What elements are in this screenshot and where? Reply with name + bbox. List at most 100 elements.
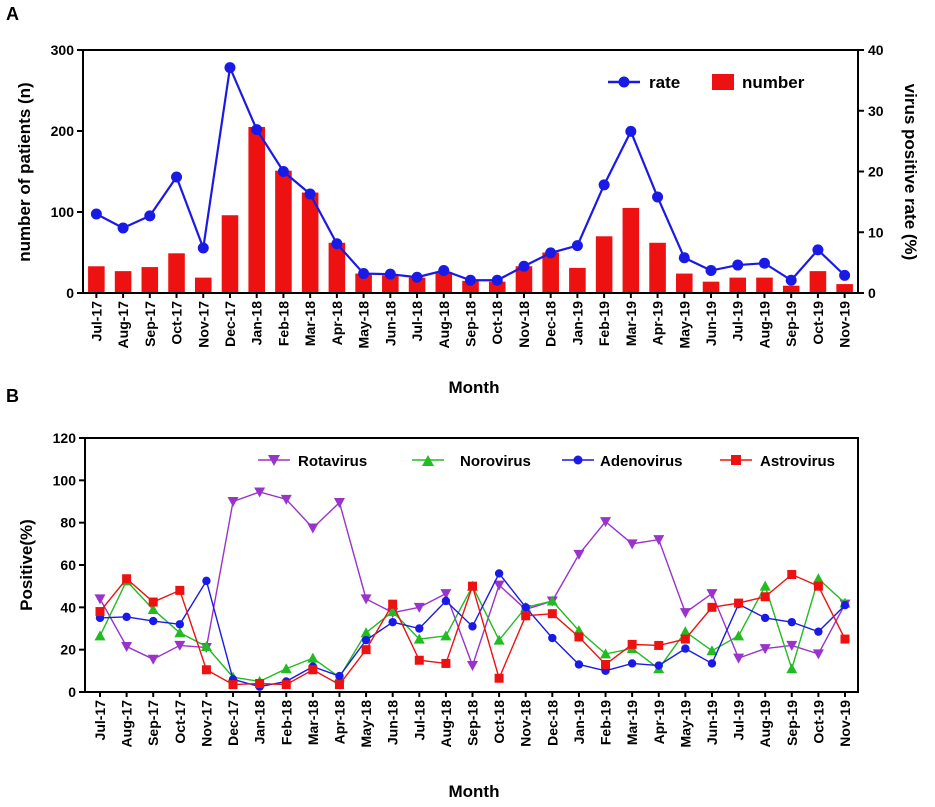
norovirus-point-Jul-19 xyxy=(733,630,744,640)
a-x-tick-label-Mar-18: Mar-18 xyxy=(302,301,318,346)
adenovirus-point-Nov-18 xyxy=(522,603,530,611)
a-right-tick-label: 10 xyxy=(868,224,884,240)
legend-rotavirus: Rotavirus xyxy=(258,453,367,470)
norovirus-point-May-18 xyxy=(361,627,372,637)
rotavirus-point-Mar-18 xyxy=(307,523,318,533)
b-x-tick-label-Jun-18: Jun-18 xyxy=(385,700,401,745)
bar-number-Jan-19 xyxy=(569,268,586,293)
rate-point-Oct-17 xyxy=(171,171,182,182)
a-x-tick-label-Apr-19: Apr-19 xyxy=(650,301,666,346)
legend-adenovirus-label: Adenovirus xyxy=(600,453,683,470)
adenovirus-point-Sep-19 xyxy=(788,618,796,626)
a-left-tick-label: 200 xyxy=(51,123,75,139)
astrovirus-point-Jul-18 xyxy=(415,656,424,665)
legend-rate-label: rate xyxy=(649,73,680,92)
astrovirus-point-Aug-17 xyxy=(122,574,131,583)
rate-point-Sep-18 xyxy=(465,275,476,286)
rate-point-Jul-18 xyxy=(412,272,423,283)
rotavirus-point-Jun-19 xyxy=(706,589,717,599)
a-left-tick-label: 100 xyxy=(51,204,75,220)
rotavirus-point-Mar-19 xyxy=(627,539,638,549)
adenovirus-point-May-19 xyxy=(681,644,689,652)
rotavirus-point-May-18 xyxy=(361,594,372,604)
rotavirus-point-Aug-17 xyxy=(121,642,132,652)
rate-point-May-19 xyxy=(679,252,690,263)
a-right-tick-label: 0 xyxy=(868,285,876,301)
rate-point-Nov-18 xyxy=(518,261,529,272)
astrovirus-point-Sep-19 xyxy=(787,570,796,579)
a-x-tick-label-Aug-18: Aug-18 xyxy=(436,301,452,349)
norovirus-point-Mar-18 xyxy=(307,653,318,663)
legend-astrovirus-label: Astrovirus xyxy=(760,453,835,470)
panel-a-x-axis-title: Month xyxy=(449,378,500,397)
legend-adenovirus-marker xyxy=(574,456,583,465)
adenovirus-point-Jun-19 xyxy=(708,659,716,667)
b-x-tick-label-Feb-19: Feb-19 xyxy=(598,700,614,745)
rate-point-Jul-19 xyxy=(732,260,743,271)
panel-a-left-axis-title: number of patients (n) xyxy=(15,82,34,261)
astrovirus-point-Oct-17 xyxy=(175,586,184,595)
b-x-tick-label-Nov-17: Nov-17 xyxy=(198,700,214,747)
adenovirus-point-May-18 xyxy=(362,636,370,644)
adenovirus-point-Oct-17 xyxy=(176,620,184,628)
astrovirus-point-Apr-18 xyxy=(335,680,344,689)
norovirus-point-Sep-19 xyxy=(786,663,797,673)
a-right-tick-label: 30 xyxy=(868,103,884,119)
rate-point-Nov-17 xyxy=(198,243,209,254)
rate-point-Jul-17 xyxy=(91,209,102,220)
panel-b-y-axis-title: Positive(%) xyxy=(17,519,36,611)
b-x-tick-label-Sep-17: Sep-17 xyxy=(145,700,161,746)
adenovirus-point-Sep-18 xyxy=(468,622,476,630)
bar-number-Aug-17 xyxy=(115,271,132,293)
a-x-tick-label-Dec-18: Dec-18 xyxy=(543,301,559,347)
astrovirus-point-Nov-17 xyxy=(202,665,211,674)
bar-number-Mar-19 xyxy=(623,208,640,293)
a-x-tick-label-Jul-18: Jul-18 xyxy=(409,301,425,342)
b-x-tick-label-Jul-17: Jul-17 xyxy=(92,700,108,741)
b-x-tick-label-Jun-19: Jun-19 xyxy=(704,700,720,745)
a-x-tick-label-May-19: May-19 xyxy=(676,301,692,349)
adenovirus-point-Jan-19 xyxy=(575,660,583,668)
rate-point-Jan-19 xyxy=(572,240,583,251)
panel-b-x-axis-title: Month xyxy=(449,782,500,801)
a-x-tick-label-Sep-19: Sep-19 xyxy=(783,301,799,347)
bar-number-May-19 xyxy=(676,274,693,293)
panel-b-lines xyxy=(95,487,851,690)
adenovirus-point-Aug-18 xyxy=(442,597,450,605)
astrovirus-point-Dec-18 xyxy=(548,609,557,618)
legend-number-swatch xyxy=(712,74,734,90)
b-y-tick-label: 120 xyxy=(53,430,77,446)
adenovirus-point-Jul-18 xyxy=(415,624,423,632)
bar-number-Oct-19 xyxy=(810,271,827,293)
bar-number-Aug-19 xyxy=(756,278,773,293)
rotavirus-point-Aug-19 xyxy=(760,644,771,654)
norovirus-point-Aug-18 xyxy=(440,630,451,640)
norovirus-point-Feb-18 xyxy=(281,663,292,673)
astrovirus-point-Oct-19 xyxy=(814,582,823,591)
b-x-tick-label-Dec-17: Dec-17 xyxy=(225,700,241,746)
astrovirus-point-Jun-19 xyxy=(707,603,716,612)
b-y-tick-label: 80 xyxy=(60,515,76,531)
a-x-tick-label-Sep-17: Sep-17 xyxy=(142,301,158,347)
legend-rate-marker xyxy=(619,77,630,88)
a-x-tick-label-Jan-18: Jan-18 xyxy=(249,301,265,346)
astrovirus-point-Sep-18 xyxy=(468,582,477,591)
b-x-tick-label-Nov-19: Nov-19 xyxy=(837,700,853,747)
legend-astrovirus-marker xyxy=(731,455,741,465)
a-x-tick-label-Dec-17: Dec-17 xyxy=(222,301,238,347)
bar-number-Oct-17 xyxy=(168,253,185,293)
rate-point-Jan-18 xyxy=(251,124,262,135)
a-x-tick-label-Feb-19: Feb-19 xyxy=(596,301,612,346)
adenovirus-point-Nov-19 xyxy=(841,601,849,609)
a-x-tick-label-Oct-19: Oct-19 xyxy=(810,301,826,345)
astrovirus-point-Oct-18 xyxy=(495,674,504,683)
a-x-tick-label-Aug-19: Aug-19 xyxy=(756,301,772,349)
rate-point-Feb-19 xyxy=(599,179,610,190)
a-x-tick-label-Oct-18: Oct-18 xyxy=(489,301,505,345)
rate-point-Apr-19 xyxy=(652,192,663,203)
rate-point-Mar-19 xyxy=(625,126,636,137)
legend-norovirus-label: Norovirus xyxy=(460,453,531,470)
legend-rotavirus-label: Rotavirus xyxy=(298,453,367,470)
b-y-tick-label: 0 xyxy=(68,684,76,700)
b-x-tick-label-Aug-19: Aug-19 xyxy=(757,700,773,748)
